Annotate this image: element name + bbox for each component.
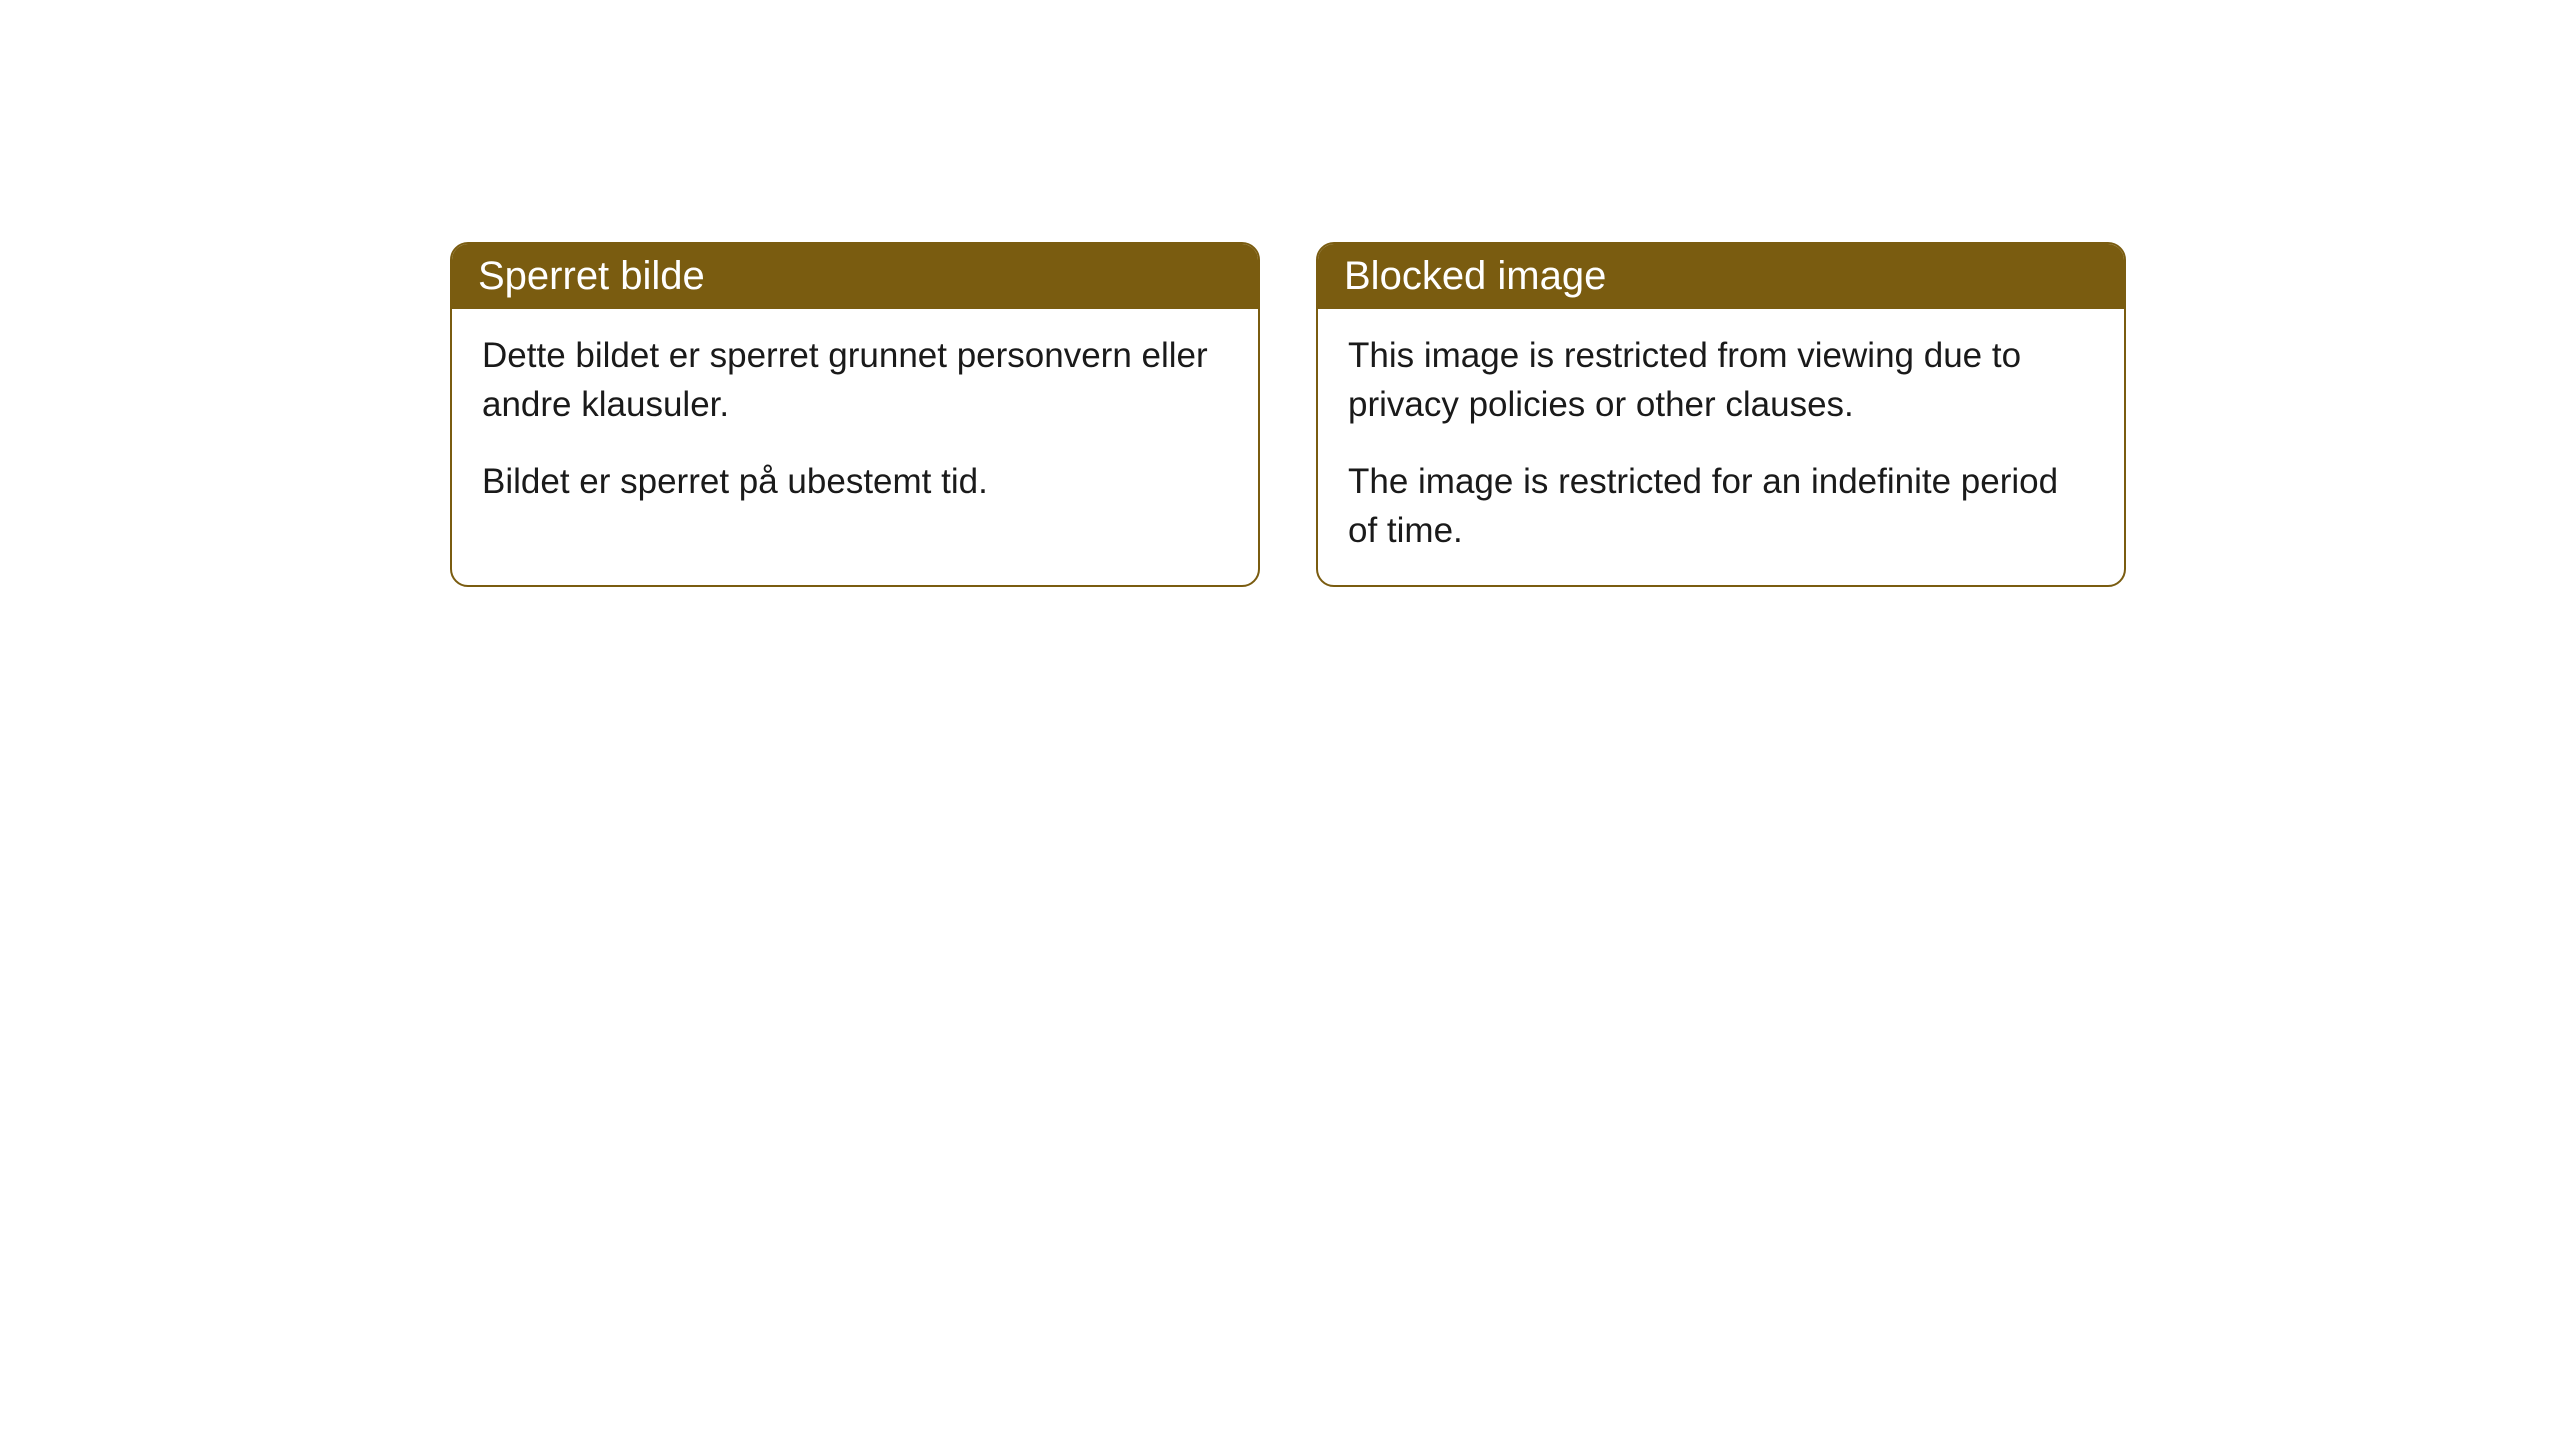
card-paragraph: Bildet er sperret på ubestemt tid. (482, 457, 1228, 506)
card-body-norwegian: Dette bildet er sperret grunnet personve… (452, 309, 1258, 536)
card-title-norwegian: Sperret bilde (452, 244, 1258, 309)
card-paragraph: Dette bildet er sperret grunnet personve… (482, 331, 1228, 429)
card-title-english: Blocked image (1318, 244, 2124, 309)
notice-card-english: Blocked image This image is restricted f… (1316, 242, 2126, 587)
notice-cards-container: Sperret bilde Dette bildet er sperret gr… (0, 0, 2560, 587)
notice-card-norwegian: Sperret bilde Dette bildet er sperret gr… (450, 242, 1260, 587)
card-body-english: This image is restricted from viewing du… (1318, 309, 2124, 585)
card-paragraph: This image is restricted from viewing du… (1348, 331, 2094, 429)
card-paragraph: The image is restricted for an indefinit… (1348, 457, 2094, 555)
